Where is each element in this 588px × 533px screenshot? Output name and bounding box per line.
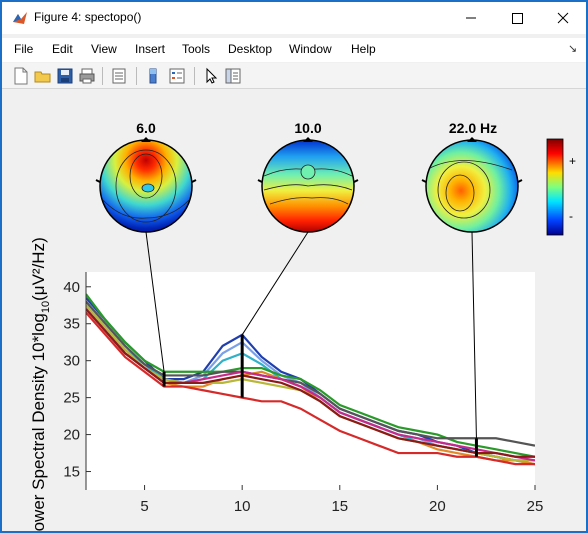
colorbar-icon[interactable] [144,67,162,85]
close-icon [557,12,569,24]
x-tick-label: 20 [429,498,446,515]
x-tick-label: 25 [527,498,544,515]
minimize-button[interactable] [448,2,494,34]
menu-file[interactable]: File [14,42,34,56]
menu-desktop[interactable]: Desktop [228,42,273,56]
window-title: Figure 4: spectopo() [34,10,142,24]
colorbar-plus-label: + [569,154,576,168]
topomap-connector-3 [471,231,477,439]
colorbar: + - [546,138,576,236]
toolbar-separator [102,67,103,85]
axis-ticks: 15 20 25 30 35 40 5 10 15 20 25 [63,272,543,515]
maximize-button[interactable] [494,2,540,34]
figure-canvas: 6.0 10.0 [2,90,586,533]
close-button[interactable] [540,2,586,34]
frequency-markers [162,334,478,457]
psd-series-line-10 [86,308,535,458]
print-icon[interactable] [78,67,96,85]
y-tick-label: 15 [63,464,80,481]
menu-edit[interactable]: Edit [52,42,73,56]
topomap-label-6hz: 6.0 [136,120,156,136]
menu-bar: File Edit View Insert Tools Desktop Wind… [2,38,586,62]
topomap-label-10hz: 10.0 [294,120,321,136]
topomap-connector-1 [145,231,165,372]
x-tick-label: 5 [140,498,148,515]
psd-series [86,293,535,466]
y-tick-label: 35 [63,316,80,333]
link-plot-icon[interactable] [110,67,128,85]
menu-window[interactable]: Window [289,42,332,56]
psd-series-line-7 [86,300,535,447]
topomap-connector-2 [241,231,309,336]
open-icon[interactable] [34,67,52,85]
legend-icon[interactable] [168,67,186,85]
menu-dock-arrow-icon[interactable]: ↘ [568,43,578,55]
spectopo-figure: 6.0 10.0 [29,120,576,533]
menu-view[interactable]: View [91,42,117,56]
topomap-22hz: 22.0 Hz [421,120,523,233]
title-bar[interactable]: Figure 4: spectopo() [2,2,586,34]
toolbar [2,63,586,89]
topomap-6hz: 6.0 [95,120,197,233]
pointer-icon[interactable] [202,67,220,85]
x-tick-label: 10 [234,498,251,515]
toolbar-separator [136,67,137,85]
maximize-icon [512,13,523,24]
psd-series-line-4 [86,293,535,458]
matlab-figure-icon [13,12,27,24]
menu-insert[interactable]: Insert [135,42,166,56]
topomap-10hz: 10.0 [257,120,359,233]
toolbar-separator [194,67,195,85]
y-tick-label: 30 [63,353,80,370]
y-axis-label: Power Spectral Density 10*log10(μV²/Hz) [29,237,52,533]
x-tick-label: 15 [331,498,348,515]
y-tick-label: 40 [63,279,80,296]
property-inspector-icon[interactable] [224,67,242,85]
minimize-icon [466,17,476,19]
save-icon[interactable] [56,67,74,85]
menu-help[interactable]: Help [351,42,376,56]
topomap-connectors [145,231,477,439]
y-tick-label: 20 [63,427,80,444]
colorbar-minus-label: - [569,209,573,223]
y-tick-label: 25 [63,390,80,407]
menu-tools[interactable]: Tools [182,42,211,56]
topomap-label-22hz: 22.0 Hz [449,120,497,136]
new-figure-icon[interactable] [12,67,30,85]
psd-series-line-9 [86,311,535,466]
